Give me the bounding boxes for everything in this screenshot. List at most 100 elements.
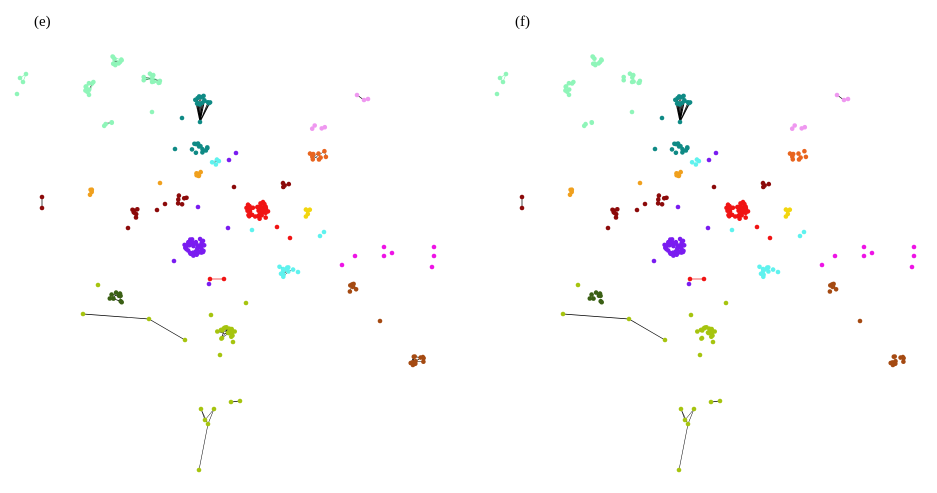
node-maroon-dots <box>711 184 717 190</box>
node-magenta <box>861 244 867 250</box>
node-dark-green <box>593 290 599 295</box>
node-red-big <box>740 199 746 205</box>
node-dark-orange <box>803 154 809 160</box>
node-dark-green <box>107 296 113 301</box>
node-maroon-c <box>286 181 292 187</box>
node-mint-tri <box>17 75 23 81</box>
node-teal-star <box>679 100 685 106</box>
node-mint-c <box>83 88 88 93</box>
node-teal <box>685 145 690 150</box>
node-mint-b <box>157 80 162 85</box>
node-maroon-a <box>135 207 140 212</box>
node-purple-dots <box>206 281 212 287</box>
node-olive-tree <box>685 421 691 427</box>
node-magenta <box>911 244 917 250</box>
node-dark-orange <box>796 151 801 156</box>
node-mint-a <box>116 61 121 66</box>
node-red-big <box>737 212 742 217</box>
node-olive-dots <box>710 339 716 345</box>
node-purple-big <box>669 237 675 242</box>
node-olive-tree <box>691 406 697 412</box>
node-olive-dots <box>95 282 101 288</box>
node-pink-pair <box>361 97 367 103</box>
node-teal <box>193 150 199 156</box>
chain-edge-olive-tree <box>200 408 209 425</box>
node-maroon-c <box>766 181 772 187</box>
node-maroon-a <box>612 210 617 216</box>
node-purple-dots <box>651 258 657 264</box>
node-maroon-b <box>656 193 662 198</box>
node-cyan-b <box>761 274 766 280</box>
node-orange <box>198 169 203 175</box>
node-purple-dots <box>675 204 681 210</box>
node-teal <box>680 150 685 155</box>
node-brown-dot <box>857 318 863 324</box>
node-olive-line <box>182 337 188 343</box>
node-mint-b <box>150 75 155 80</box>
node-magenta <box>431 244 437 250</box>
node-olive-pair <box>228 399 234 405</box>
node-red-big <box>735 204 741 210</box>
chain-edge-olive-line <box>562 313 630 320</box>
node-maroon-b <box>181 196 187 201</box>
node-olive-big <box>221 326 227 331</box>
node-cyan-b <box>757 264 762 270</box>
node-mint-a <box>599 58 604 63</box>
node-cyan-a <box>214 157 220 162</box>
node-dark-green <box>589 292 594 297</box>
node-dark-orange <box>790 151 796 157</box>
node-purple-big <box>665 242 670 248</box>
node-red-pair <box>207 276 213 282</box>
node-red-pair <box>221 276 227 282</box>
node-mint-tri <box>500 79 506 85</box>
node-dark-green <box>117 291 123 296</box>
node-brown-b <box>893 361 898 367</box>
node-red-big <box>743 215 748 220</box>
graph-panel-f <box>494 54 917 473</box>
node-dark-orange <box>310 151 316 157</box>
node-olive-big <box>705 330 711 335</box>
node-orange <box>194 171 199 177</box>
node-olive-big <box>710 328 715 334</box>
node-brown-b <box>420 354 426 360</box>
node-olive-dots <box>688 312 694 318</box>
node-brown-dot <box>377 318 383 324</box>
node-maroon-b <box>659 202 665 207</box>
node-maroon-dots <box>125 225 131 231</box>
node-olive-tree <box>211 406 217 412</box>
node-red-big <box>263 215 269 220</box>
node-mint-b <box>621 74 626 80</box>
node-olive-big <box>225 330 231 335</box>
node-dark-orange <box>322 148 327 154</box>
node-olive-tree <box>678 406 684 412</box>
node-olive-pair <box>708 399 714 405</box>
node-teal-star <box>198 94 204 100</box>
node-dark-green <box>591 296 596 301</box>
node-brown-a <box>827 289 833 294</box>
node-maroon-b <box>655 201 661 206</box>
node-dark-orange <box>790 157 796 162</box>
node-magenta <box>431 253 437 259</box>
node-mint-tri <box>503 71 509 77</box>
node-orange-tri <box>87 192 93 198</box>
node-dark-orange <box>310 157 316 162</box>
node-mint-b <box>637 80 642 85</box>
node-maroon-c <box>762 183 767 188</box>
node-purple-big <box>667 250 673 256</box>
star-edge-teal-star <box>679 102 683 123</box>
node-magenta <box>832 253 838 259</box>
node-dark-orange <box>802 148 807 154</box>
node-mint-d <box>583 121 588 127</box>
node-red-dots <box>274 224 280 230</box>
node-cyan-b <box>290 267 296 272</box>
node-orange-tri <box>569 188 574 194</box>
node-purple-big <box>195 246 200 251</box>
chain-edge-olive-line <box>148 318 186 341</box>
node-mint-c <box>563 88 568 93</box>
node-magenta <box>381 253 387 259</box>
node-purple-dots <box>195 204 201 210</box>
node-maroon-b <box>661 196 667 201</box>
node-mint-c <box>86 92 92 98</box>
node-cyan-b <box>281 274 286 280</box>
node-dark-orange <box>316 151 321 156</box>
